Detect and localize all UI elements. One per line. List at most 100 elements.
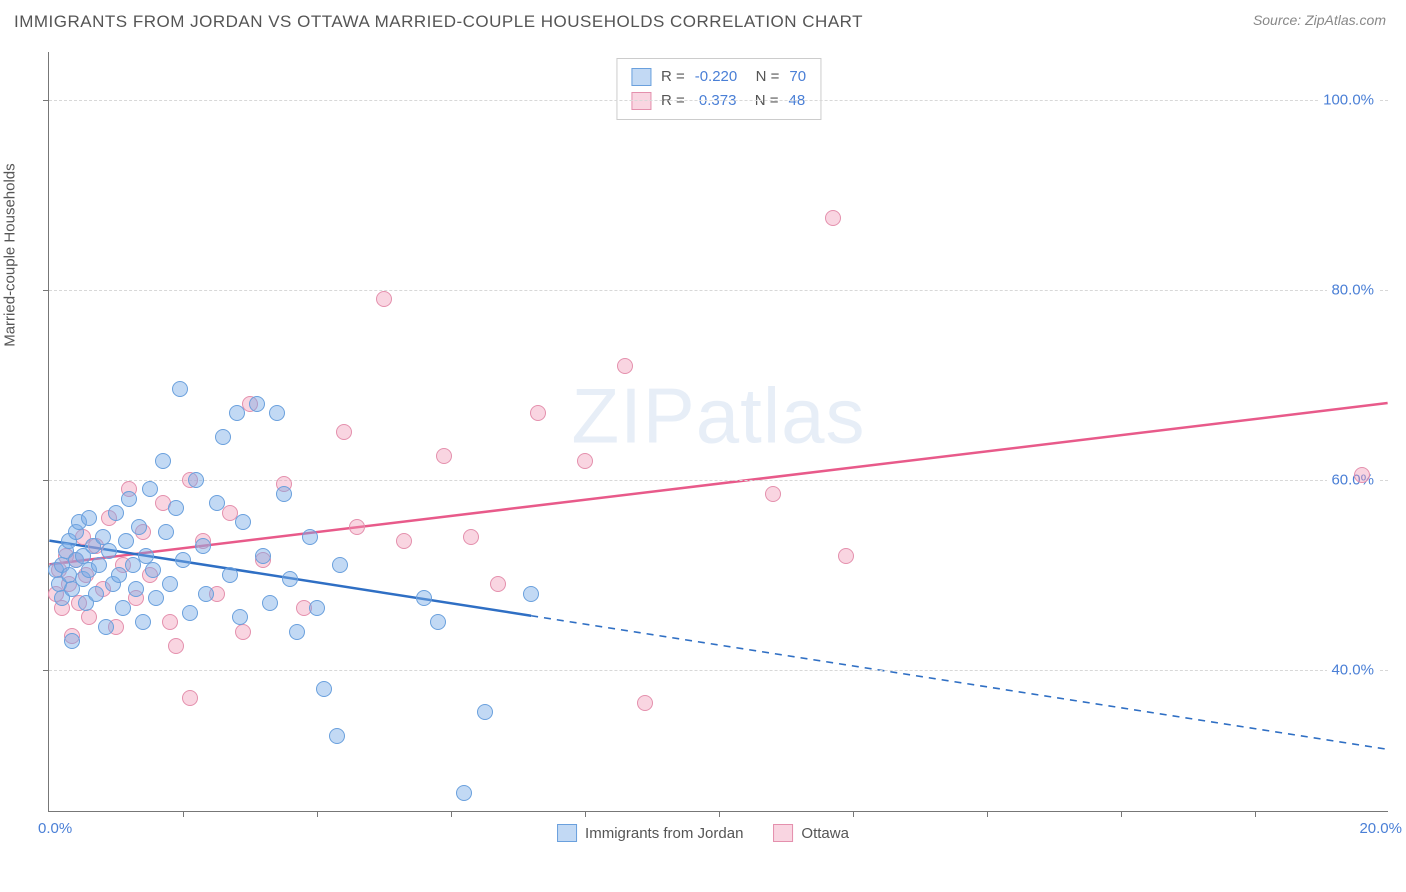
y-tick-label: 100.0% xyxy=(1319,91,1378,108)
point-jordan xyxy=(316,681,332,697)
plot-area: ZIPatlas R = -0.220 N = 70 R = 0.373 N =… xyxy=(48,52,1388,812)
point-jordan xyxy=(282,571,298,587)
swatch-ottawa-icon xyxy=(773,824,793,842)
point-jordan xyxy=(477,704,493,720)
point-jordan xyxy=(98,619,114,635)
point-jordan xyxy=(145,562,161,578)
legend-item-jordan: Immigrants from Jordan xyxy=(557,824,743,842)
point-ottawa xyxy=(577,453,593,469)
y-tick-label: 40.0% xyxy=(1327,661,1378,678)
point-ottawa xyxy=(530,405,546,421)
point-jordan xyxy=(309,600,325,616)
x-tick xyxy=(183,811,184,817)
point-ottawa xyxy=(162,614,178,630)
point-ottawa xyxy=(336,424,352,440)
point-ottawa xyxy=(349,519,365,535)
point-jordan xyxy=(128,581,144,597)
x-tick xyxy=(451,811,452,817)
point-jordan xyxy=(88,586,104,602)
x-max-label: 20.0% xyxy=(1359,820,1402,837)
swatch-jordan xyxy=(631,68,651,86)
point-ottawa xyxy=(838,548,854,564)
x-tick xyxy=(987,811,988,817)
gridline xyxy=(49,100,1388,101)
point-jordan xyxy=(302,529,318,545)
point-ottawa xyxy=(182,690,198,706)
x-min-label: 0.0% xyxy=(38,820,72,837)
x-tick xyxy=(719,811,720,817)
point-jordan xyxy=(142,481,158,497)
point-jordan xyxy=(168,500,184,516)
point-jordan xyxy=(215,429,231,445)
point-jordan xyxy=(64,633,80,649)
point-jordan xyxy=(249,396,265,412)
point-jordan xyxy=(121,491,137,507)
point-jordan xyxy=(232,609,248,625)
point-jordan xyxy=(235,514,251,530)
point-jordan xyxy=(332,557,348,573)
point-jordan xyxy=(209,495,225,511)
point-jordan xyxy=(91,557,107,573)
swatch-jordan-icon xyxy=(557,824,577,842)
trend-line xyxy=(49,403,1387,564)
y-tick xyxy=(43,100,49,101)
x-tick xyxy=(1121,811,1122,817)
point-jordan xyxy=(195,538,211,554)
point-ottawa xyxy=(1354,467,1370,483)
x-tick xyxy=(585,811,586,817)
point-jordan xyxy=(118,533,134,549)
y-tick-label: 60.0% xyxy=(1327,471,1378,488)
swatch-ottawa xyxy=(631,92,651,110)
gridline xyxy=(49,290,1388,291)
point-ottawa xyxy=(490,576,506,592)
point-ottawa xyxy=(396,533,412,549)
point-jordan xyxy=(329,728,345,744)
legend-stats: R = -0.220 N = 70 R = 0.373 N = 48 xyxy=(616,58,821,120)
point-jordan xyxy=(289,624,305,640)
point-jordan xyxy=(175,552,191,568)
point-jordan xyxy=(188,472,204,488)
point-ottawa xyxy=(168,638,184,654)
point-jordan xyxy=(162,576,178,592)
point-ottawa xyxy=(765,486,781,502)
point-jordan xyxy=(523,586,539,602)
point-jordan xyxy=(276,486,292,502)
x-tick xyxy=(317,811,318,817)
y-tick xyxy=(43,480,49,481)
point-ottawa xyxy=(436,448,452,464)
trend-lines xyxy=(49,52,1388,811)
point-jordan xyxy=(108,505,124,521)
y-tick xyxy=(43,290,49,291)
point-jordan xyxy=(101,543,117,559)
point-jordan xyxy=(135,614,151,630)
gridline xyxy=(49,670,1388,671)
legend-series: Immigrants from Jordan Ottawa xyxy=(557,824,849,842)
point-ottawa xyxy=(81,609,97,625)
point-ottawa xyxy=(376,291,392,307)
legend-item-ottawa: Ottawa xyxy=(773,824,849,842)
point-ottawa xyxy=(617,358,633,374)
point-jordan xyxy=(269,405,285,421)
source-label: Source: ZipAtlas.com xyxy=(1253,12,1386,28)
point-ottawa xyxy=(235,624,251,640)
trend-line xyxy=(531,616,1387,750)
point-jordan xyxy=(255,548,271,564)
point-jordan xyxy=(182,605,198,621)
point-jordan xyxy=(198,586,214,602)
point-ottawa xyxy=(825,210,841,226)
point-ottawa xyxy=(637,695,653,711)
chart-title: IMMIGRANTS FROM JORDAN VS OTTAWA MARRIED… xyxy=(14,12,863,32)
legend-row-ottawa: R = 0.373 N = 48 xyxy=(631,89,806,113)
x-tick xyxy=(853,811,854,817)
point-jordan xyxy=(222,567,238,583)
point-jordan xyxy=(416,590,432,606)
point-jordan xyxy=(115,600,131,616)
gridline xyxy=(49,480,1388,481)
y-tick-label: 80.0% xyxy=(1327,281,1378,298)
x-tick xyxy=(1255,811,1256,817)
point-jordan xyxy=(262,595,278,611)
point-jordan xyxy=(81,510,97,526)
point-jordan xyxy=(131,519,147,535)
point-jordan xyxy=(158,524,174,540)
legend-row-jordan: R = -0.220 N = 70 xyxy=(631,65,806,89)
